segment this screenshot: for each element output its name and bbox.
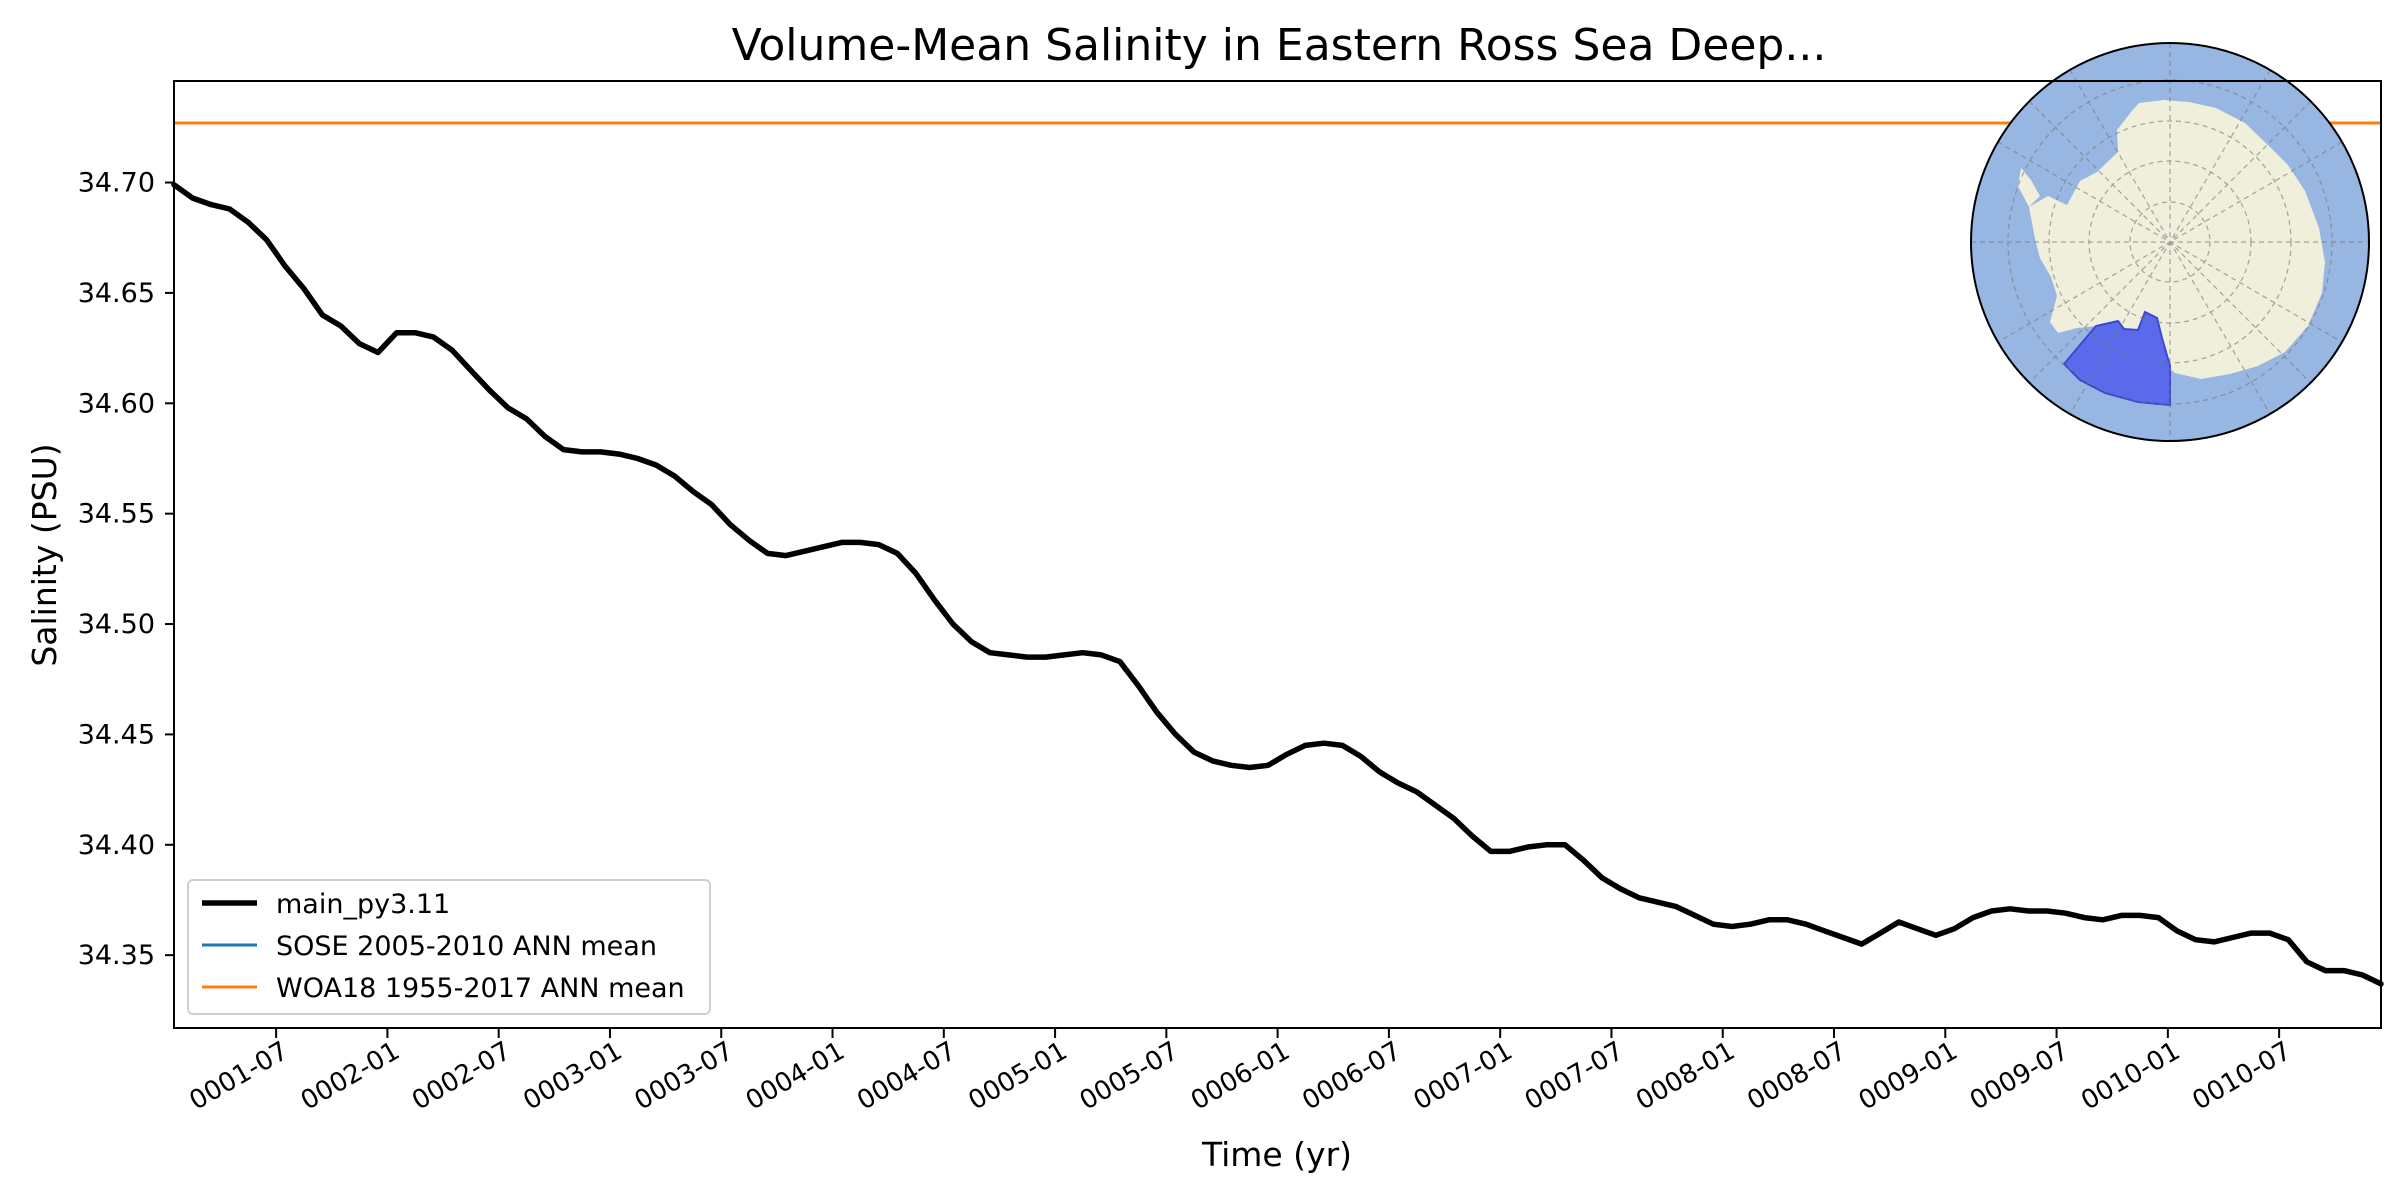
chart-title: Volume-Mean Salinity in Eastern Ross Sea… xyxy=(732,20,1827,71)
inset-antarctic-peninsula xyxy=(2018,168,2040,207)
legend-label-woa18: WOA18 1955-2017 ANN mean xyxy=(276,973,685,1004)
y-tick-label: 34.55 xyxy=(78,499,155,530)
legend-label-main: main_py3.11 xyxy=(276,889,450,920)
legend: main_py3.11 SOSE 2005-2010 ANN mean WOA1… xyxy=(187,879,711,1015)
y-axis: 34.35 34.40 34.45 34.50 34.55 34.60 34.65 34.70 xyxy=(78,168,174,971)
legend-label-sose: SOSE 2005-2010 ANN mean xyxy=(276,931,657,962)
legend-box xyxy=(187,879,711,1015)
inset-border xyxy=(1970,42,2370,442)
inset-antarctica-land xyxy=(2029,100,2325,379)
antarctica-inset-map xyxy=(1970,42,2370,442)
x-tick-label: 0009-01 xyxy=(1854,1036,1963,1116)
x-tick-label: 0003-07 xyxy=(630,1036,739,1116)
x-tick-label: 0006-07 xyxy=(1297,1036,1406,1116)
x-axis-label: Time (yr) xyxy=(1201,1135,1352,1174)
y-tick-label: 34.45 xyxy=(78,719,155,750)
x-tick-label: 0007-01 xyxy=(1409,1036,1518,1116)
x-tick-label: 0003-01 xyxy=(518,1036,627,1116)
y-tick-label: 34.50 xyxy=(78,609,155,640)
x-tick-label: 0008-07 xyxy=(1742,1036,1851,1116)
x-tick-label: 0006-01 xyxy=(1186,1036,1295,1116)
y-tick-label: 34.40 xyxy=(78,830,155,861)
inset-graticule xyxy=(1971,43,2369,441)
x-tick-label: 0010-07 xyxy=(2188,1036,2297,1116)
x-tick-label: 0008-01 xyxy=(1631,1036,1740,1116)
main-series-line xyxy=(171,182,2384,987)
x-tick-label: 0002-01 xyxy=(296,1036,405,1116)
x-tick-label: 0007-07 xyxy=(1520,1036,1629,1116)
x-tick-label: 0004-01 xyxy=(741,1036,850,1116)
x-tick-label: 0001-07 xyxy=(185,1036,294,1116)
x-tick-label: 0004-07 xyxy=(852,1036,961,1116)
inset-eastern-ross-sea-region xyxy=(2062,310,2171,407)
y-tick-label: 34.60 xyxy=(78,388,155,419)
x-axis: 0001-07 0002-01 0002-07 0003-01 0003-07 0004-… xyxy=(185,1028,2297,1116)
y-tick-label: 34.70 xyxy=(78,168,155,199)
y-axis-label: Salinity (PSU) xyxy=(25,443,64,666)
y-tick-label: 34.35 xyxy=(78,940,155,971)
x-tick-label: 0009-07 xyxy=(1965,1036,2074,1116)
x-tick-label: 0005-07 xyxy=(1075,1036,1184,1116)
x-tick-label: 0005-01 xyxy=(964,1036,1073,1116)
x-tick-label: 0002-07 xyxy=(407,1036,516,1116)
y-tick-label: 34.65 xyxy=(78,278,155,309)
x-tick-label: 0010-01 xyxy=(2076,1036,2185,1116)
